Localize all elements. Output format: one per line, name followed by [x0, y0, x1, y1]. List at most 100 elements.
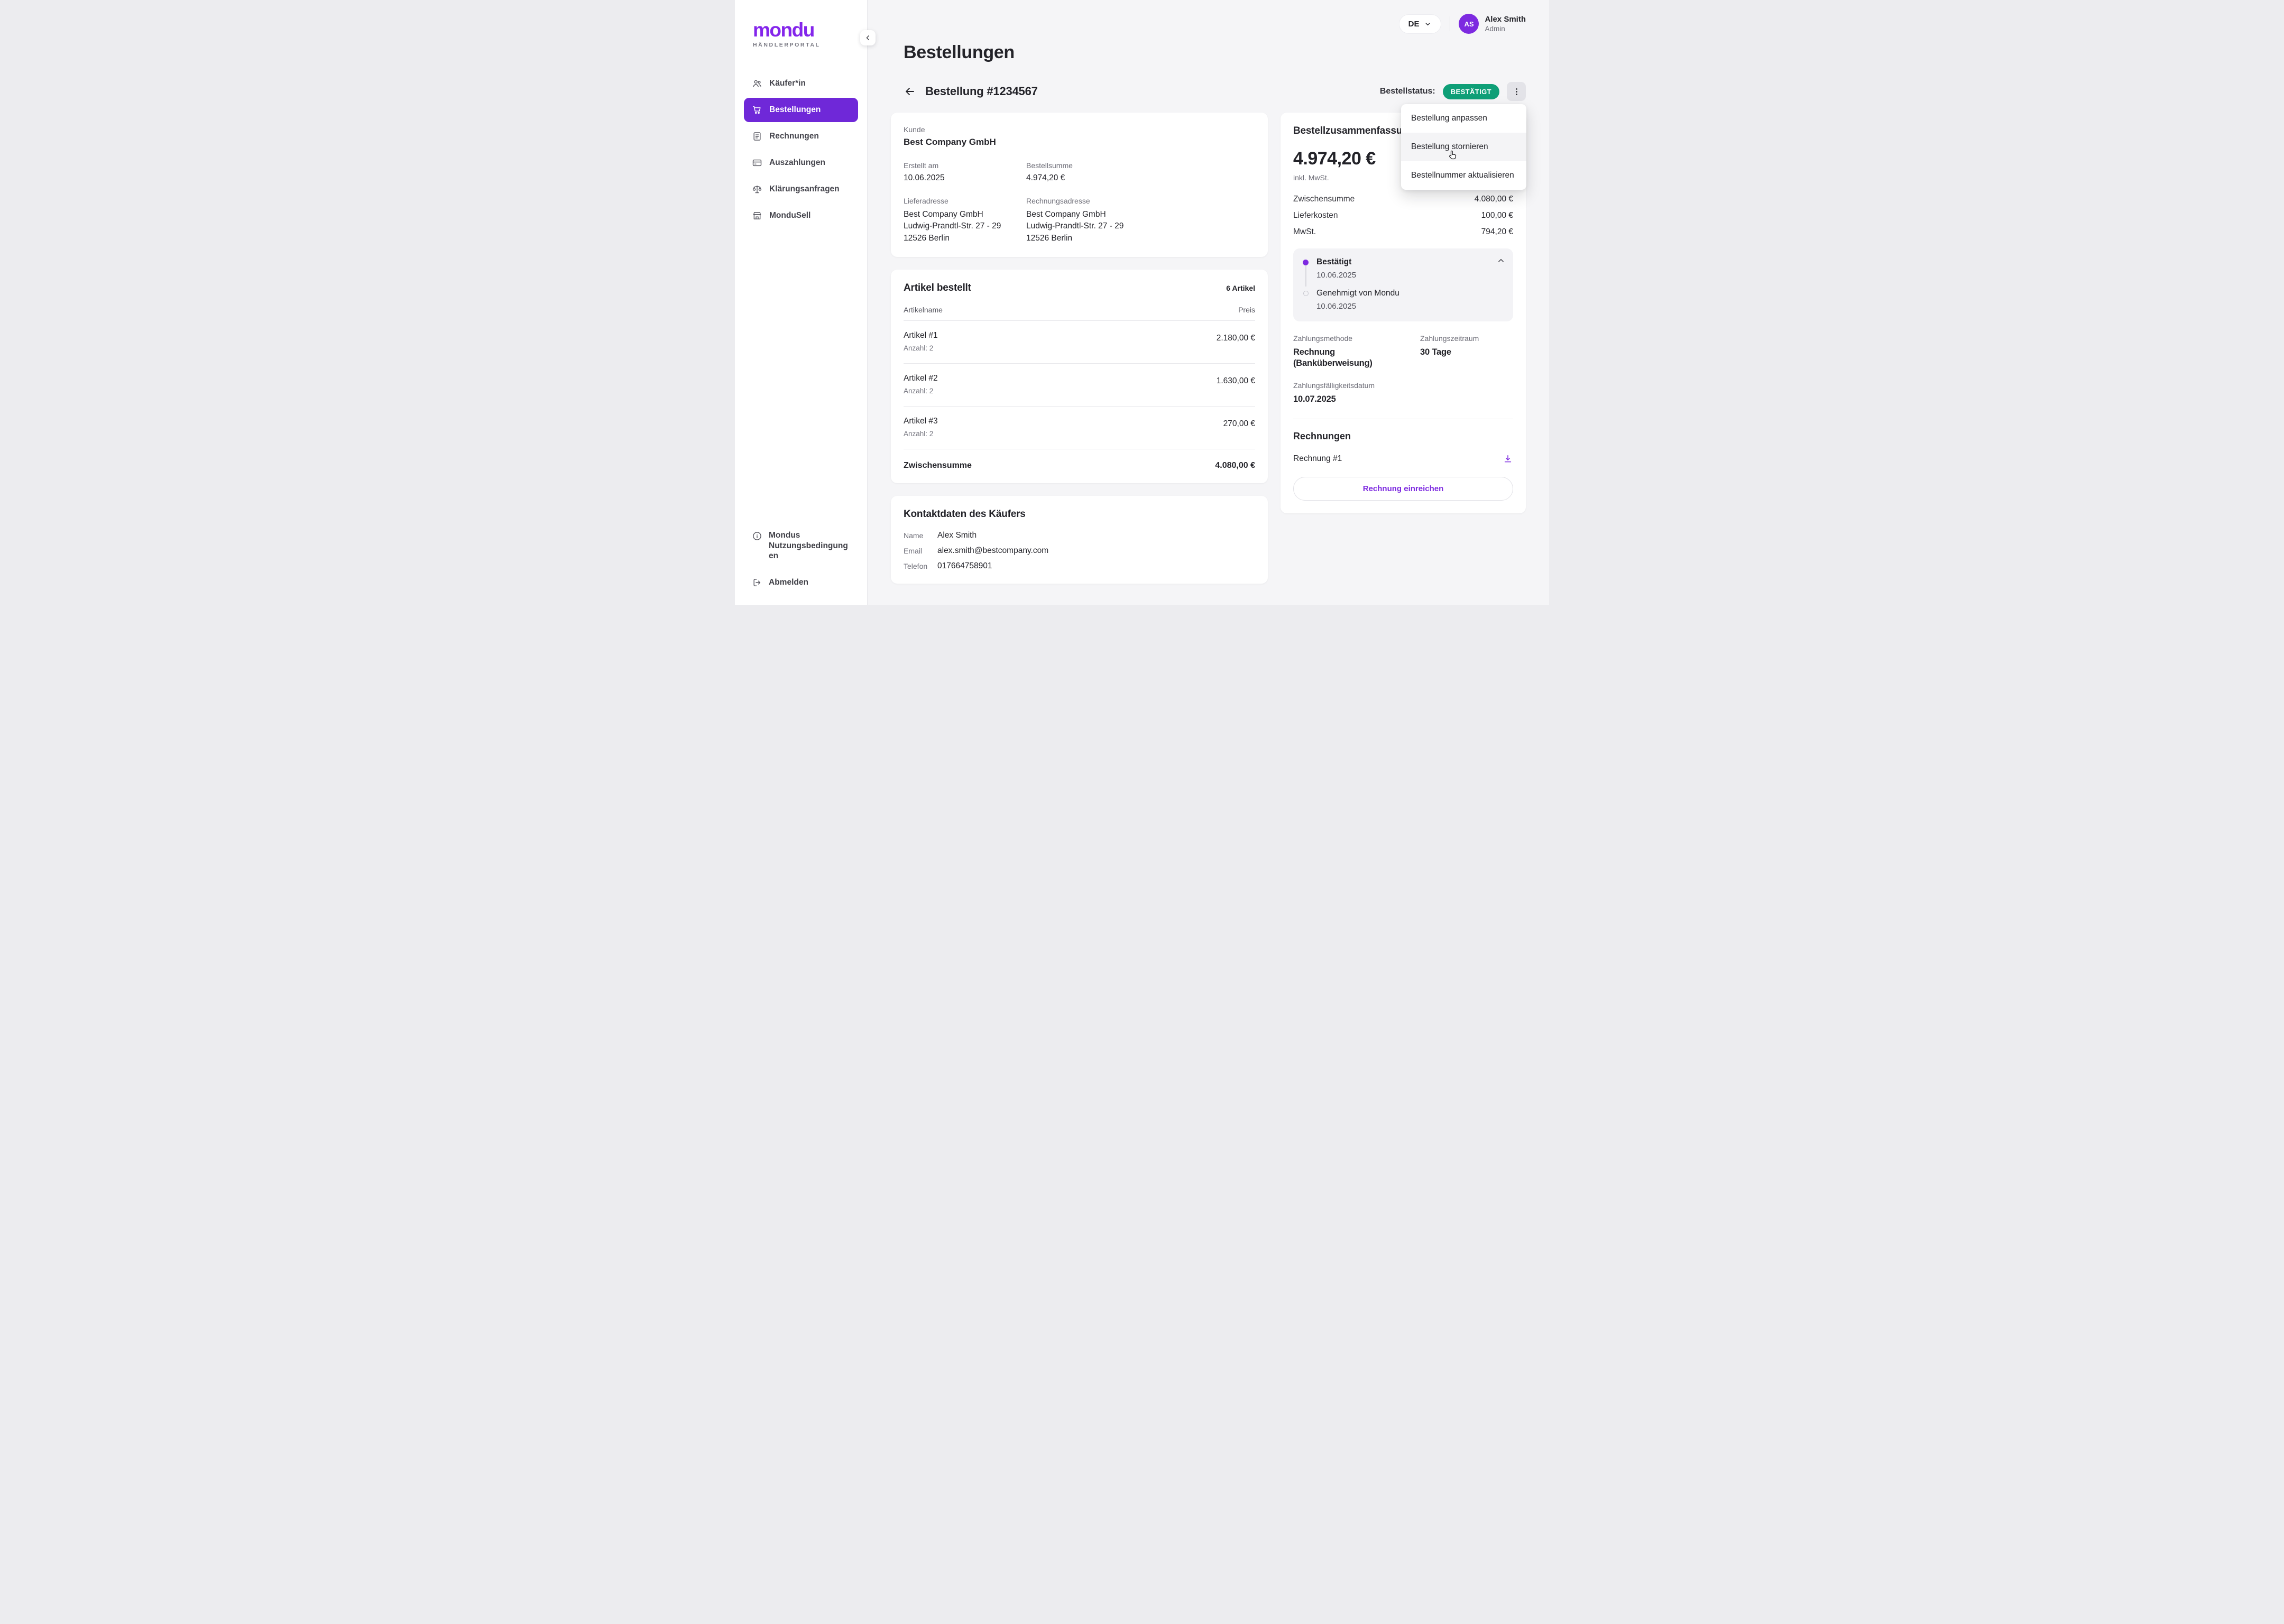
- contact-card: Kontaktdaten des Käufers Name Alex Smith…: [891, 496, 1268, 584]
- billing-address: Rechnungsadresse Best Company GmbH Ludwi…: [1026, 197, 1124, 243]
- order-header: Bestellung #1234567 Bestellstatus: BESTÄ…: [904, 82, 1526, 101]
- item-price: 1.630,00 €: [1216, 376, 1255, 386]
- order-total: Bestellsumme 4.974,20 €: [1026, 161, 1073, 182]
- customer-label: Kunde: [904, 125, 925, 134]
- items-table-header: Artikelname Preis: [904, 306, 1255, 321]
- order-actions-menu: Bestellung anpassen Bestellung storniere…: [1401, 104, 1526, 190]
- store-icon: [752, 210, 762, 221]
- logout-button[interactable]: Abmelden: [744, 574, 858, 591]
- back-button[interactable]: [904, 85, 916, 98]
- table-row: Artikel #1 Anzahl: 2 2.180,00 €: [904, 321, 1255, 364]
- sidebar-nav: Käufer*in Bestellungen Rechnungen Auszah…: [735, 62, 867, 228]
- summary-rows: Zwischensumme 4.080,00 € Lieferkosten 10…: [1293, 195, 1513, 237]
- user-role: Admin: [1485, 25, 1505, 33]
- payment-info: Zahlungsmethode Rechnung (Banküberweisun…: [1293, 334, 1513, 370]
- menu-item-bestellung-anpassen[interactable]: Bestellung anpassen: [1411, 114, 1487, 123]
- item-price: 2.180,00 €: [1216, 334, 1255, 343]
- contact-phone-value: 017664758901: [937, 561, 992, 571]
- brand-subtitle: HÄNDLERPORTAL: [753, 42, 821, 48]
- sidebar-item-mondusell[interactable]: MonduSell: [744, 204, 858, 228]
- created-at: Erstellt am 10.06.2025: [904, 161, 945, 182]
- sidebar-collapse-button[interactable]: [860, 30, 876, 45]
- sidebar-item-label: Rechnungen: [769, 132, 819, 141]
- app-root: mondu HÄNDLERPORTAL Käufer*in Bestellung…: [735, 0, 1549, 605]
- contact-email-label: Email: [904, 547, 923, 556]
- sidebar-item-bestellungen[interactable]: Bestellungen: [744, 98, 858, 122]
- content-columns: Kunde Best Company GmbH Erstellt am 10.0…: [891, 113, 1526, 584]
- sidebar-item-auszahlungen[interactable]: Auszahlungen: [744, 151, 858, 175]
- order-title: Bestellung #1234567: [925, 85, 1038, 98]
- summary-title: Bestellzusammenfassung: [1293, 125, 1414, 136]
- contact-rows: Name Alex Smith Email alex.smith@bestcom…: [904, 531, 1255, 571]
- status-badge: BESTÄTIGT: [1442, 84, 1499, 99]
- summary-amount: 4.974,20 €: [1293, 149, 1376, 169]
- item-price: 270,00 €: [1223, 419, 1255, 429]
- order-status-area: Bestellstatus: BESTÄTIGT: [1380, 82, 1526, 101]
- menu-item-bestellnummer-aktualisieren[interactable]: Bestellnummer aktualisieren: [1411, 171, 1514, 180]
- sidebar-item-rechnungen[interactable]: Rechnungen: [744, 124, 858, 149]
- avatar: AS: [1459, 14, 1479, 34]
- download-icon[interactable]: [1503, 454, 1513, 464]
- chevron-down-icon: [1424, 20, 1432, 28]
- users-icon: [752, 78, 762, 89]
- item-name: Artikel #3: [904, 417, 938, 426]
- item-name: Artikel #2: [904, 374, 938, 383]
- ordered-items-card: Artikel bestellt 6 Artikel Artikelname P…: [891, 270, 1268, 484]
- summary-row-zwischensumme: Zwischensumme 4.080,00 €: [1293, 195, 1513, 204]
- subtotal-value: 4.080,00 €: [1215, 461, 1255, 470]
- sidebar-item-klaerungsanfragen[interactable]: Klärungsanfragen: [744, 177, 858, 201]
- sidebar-item-label: Bestellungen: [769, 105, 821, 114]
- timeline-entry-bestaetigt: Bestätigt 10.06.2025: [1303, 257, 1504, 280]
- menu-item-bestellung-stornieren[interactable]: Bestellung stornieren: [1401, 133, 1526, 161]
- contact-email-value: alex.smith@bestcompany.com: [937, 546, 1049, 556]
- column-artikelname: Artikelname: [904, 306, 943, 315]
- contact-phone-label: Telefon: [904, 562, 928, 571]
- sidebar-item-kaeuferin[interactable]: Käufer*in: [744, 71, 858, 96]
- right-column: Bestellzusammenfassung 4.974,20 € inkl. …: [1281, 113, 1526, 514]
- timeline-entry-genehmigt: Genehmigt von Mondu 10.06.2025: [1303, 289, 1504, 311]
- payment-method: Zahlungsmethode Rechnung (Banküberweisun…: [1293, 334, 1373, 368]
- main-content: DE AS Alex Smith Admin Bestellungen Best…: [868, 0, 1549, 605]
- contact-name-value: Alex Smith: [937, 531, 977, 540]
- item-quantity: Anzahl: 2: [904, 387, 934, 395]
- customer-card: Kunde Best Company GmbH Erstellt am 10.0…: [891, 113, 1268, 257]
- subtotal-label: Zwischensumme: [904, 461, 972, 470]
- order-actions-button[interactable]: [1507, 82, 1526, 101]
- kebab-menu-icon: [1512, 87, 1522, 97]
- brand-wordmark: mondu: [753, 19, 815, 41]
- table-row: Artikel #2 Anzahl: 2 1.630,00 €: [904, 364, 1255, 407]
- item-quantity: Anzahl: 2: [904, 344, 934, 353]
- order-summary-card: Bestellzusammenfassung 4.974,20 € inkl. …: [1281, 113, 1526, 514]
- topbar: DE AS Alex Smith Admin: [891, 14, 1526, 34]
- invoice-name: Rechnung #1: [1293, 454, 1342, 464]
- timeline-dot-hollow: [1303, 291, 1309, 296]
- item-quantity: Anzahl: 2: [904, 430, 934, 438]
- terms-label: Mondus Nutzungsbedingungen: [769, 531, 848, 561]
- scales-icon: [752, 184, 762, 195]
- payment-due-date: Zahlungsfälligkeitsdatum 10.07.2025: [1293, 381, 1375, 404]
- items-card-title: Artikel bestellt: [904, 282, 971, 294]
- info-icon: [752, 531, 762, 541]
- language-selector[interactable]: DE: [1398, 14, 1442, 34]
- user-menu[interactable]: AS Alex Smith Admin: [1459, 14, 1526, 34]
- column-preis: Preis: [1238, 306, 1255, 315]
- sidebar-item-label: MonduSell: [769, 211, 811, 220]
- logout-label: Abmelden: [769, 577, 808, 587]
- timeline-dot-filled: [1303, 260, 1309, 265]
- items-card-header: Artikel bestellt 6 Artikel: [904, 282, 1255, 294]
- invoice-row: Rechnung #1: [1293, 454, 1513, 464]
- order-status-label: Bestellstatus:: [1379, 87, 1435, 96]
- user-info: Alex Smith Admin: [1485, 15, 1526, 33]
- contact-name-label: Name: [904, 531, 924, 540]
- customer-name: Best Company GmbH: [904, 137, 996, 147]
- items-subtotal-row: Zwischensumme 4.080,00 €: [904, 449, 1255, 470]
- user-name: Alex Smith: [1485, 15, 1526, 24]
- terms-link[interactable]: Mondus Nutzungsbedingungen: [744, 527, 858, 564]
- brand-logo: mondu HÄNDLERPORTAL: [735, 0, 867, 62]
- summary-row-mwst: MwSt. 794,20 €: [1293, 227, 1513, 236]
- submit-invoice-button[interactable]: Rechnung einreichen: [1293, 477, 1513, 501]
- invoices-title: Rechnungen: [1293, 431, 1351, 442]
- summary-tax-note: inkl. MwSt.: [1293, 173, 1329, 182]
- timeline-collapse-button[interactable]: [1496, 256, 1506, 265]
- shipping-address: Lieferadresse Best Company GmbH Ludwig-P…: [904, 197, 1001, 243]
